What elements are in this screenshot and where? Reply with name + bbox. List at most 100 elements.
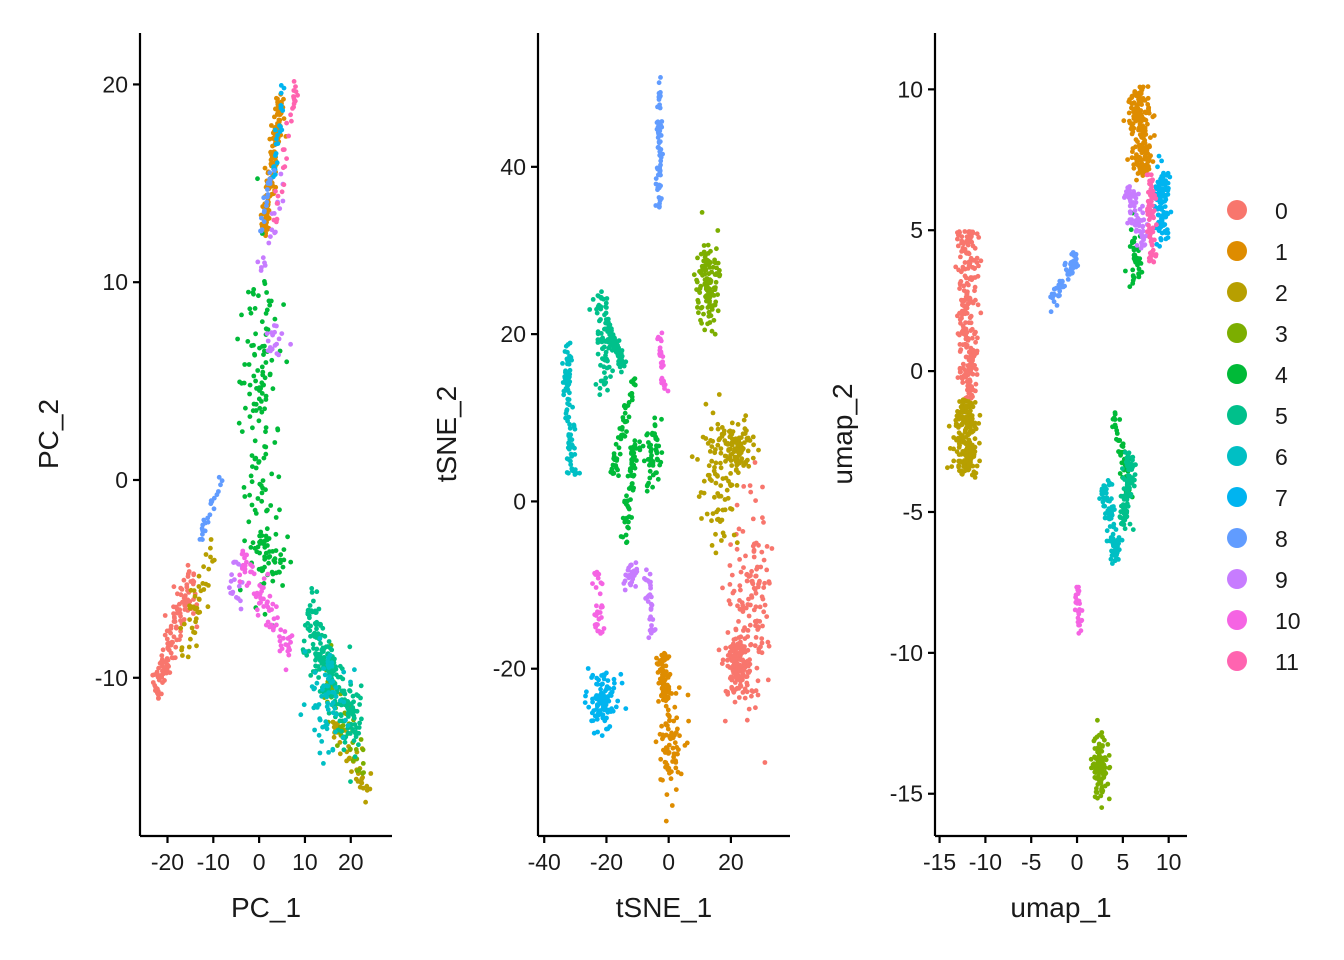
- data-point: [719, 517, 725, 523]
- data-point: [1147, 226, 1152, 231]
- data-point: [196, 573, 202, 579]
- data-point: [955, 230, 960, 236]
- data-point: [150, 680, 156, 685]
- data-point: [752, 460, 758, 465]
- data-point: [612, 680, 617, 686]
- data-point: [966, 251, 972, 257]
- data-point: [737, 606, 743, 612]
- pca-cluster-2: [178, 537, 374, 805]
- data-point: [247, 414, 253, 419]
- data-point: [973, 339, 978, 345]
- data-point: [1129, 217, 1134, 223]
- data-point: [665, 388, 671, 394]
- data-point: [160, 680, 165, 685]
- data-point: [739, 456, 745, 462]
- data-point: [242, 494, 248, 499]
- data-point: [663, 722, 669, 728]
- data-point: [262, 611, 268, 617]
- data-point: [273, 184, 279, 190]
- data-point: [1131, 165, 1137, 171]
- data-point: [735, 645, 740, 651]
- legend-item: 1: [1227, 239, 1288, 265]
- data-point: [353, 747, 359, 752]
- data-point: [173, 604, 179, 610]
- data-point: [1134, 177, 1139, 183]
- data-point: [267, 302, 273, 308]
- tsne-cluster-7: [582, 666, 629, 738]
- data-point: [276, 336, 282, 342]
- data-point: [1133, 229, 1139, 234]
- data-point: [198, 588, 204, 594]
- data-point: [164, 667, 170, 673]
- data-point: [964, 405, 969, 411]
- data-point: [738, 639, 743, 645]
- data-point: [972, 266, 977, 271]
- data-point: [1133, 212, 1139, 218]
- data-point: [955, 243, 961, 249]
- data-point: [1136, 266, 1142, 272]
- data-point: [249, 479, 255, 485]
- data-point: [753, 604, 759, 610]
- data-point: [1101, 503, 1107, 509]
- data-point: [263, 360, 269, 365]
- data-point: [1118, 521, 1124, 527]
- data-point: [590, 696, 595, 702]
- data-point: [660, 697, 666, 703]
- data-point: [753, 540, 759, 546]
- data-point: [1117, 471, 1123, 476]
- data-point: [318, 641, 323, 646]
- data-point: [644, 567, 649, 573]
- data-point: [657, 168, 663, 174]
- data-point: [208, 554, 213, 560]
- data-point: [602, 338, 608, 344]
- data-point: [738, 678, 743, 684]
- data-point: [260, 204, 266, 209]
- data-point: [712, 465, 717, 470]
- data-point: [326, 750, 331, 755]
- data-point: [1134, 152, 1139, 158]
- data-point: [1150, 247, 1156, 253]
- data-point: [715, 426, 721, 432]
- pca-points: [150, 79, 374, 805]
- data-point: [669, 769, 674, 775]
- legend-item: 11: [1227, 649, 1299, 675]
- data-point: [737, 460, 742, 466]
- legend-label: 8: [1275, 526, 1288, 552]
- data-point: [166, 646, 171, 652]
- data-point: [355, 779, 361, 784]
- data-point: [1100, 499, 1106, 505]
- data-point: [653, 739, 659, 745]
- umap-y-tick-label: -5: [903, 499, 923, 525]
- data-point: [1149, 253, 1154, 259]
- data-point: [620, 432, 626, 438]
- data-point: [179, 645, 185, 650]
- umap-cluster-8: [1048, 250, 1081, 315]
- data-point: [661, 363, 666, 368]
- data-point: [744, 717, 750, 723]
- data-point: [267, 593, 273, 599]
- data-point: [343, 717, 348, 723]
- data-point: [1133, 93, 1139, 99]
- data-point: [266, 555, 272, 560]
- data-point: [712, 450, 718, 456]
- data-point: [242, 362, 248, 367]
- data-point: [314, 589, 320, 595]
- data-point: [208, 545, 213, 551]
- data-point: [230, 589, 236, 595]
- data-point: [1157, 200, 1163, 205]
- data-point: [255, 544, 261, 550]
- data-point: [1134, 159, 1140, 164]
- data-point: [647, 592, 653, 598]
- data-point: [235, 336, 241, 342]
- data-point: [1109, 511, 1115, 517]
- data-point: [200, 537, 205, 542]
- umap-y-tick-label: 5: [910, 217, 923, 243]
- data-point: [319, 739, 325, 744]
- data-point: [715, 517, 720, 522]
- data-point: [277, 123, 282, 129]
- data-point: [698, 305, 704, 311]
- data-point: [273, 188, 278, 194]
- pca-y-axis-title: PC_2: [33, 399, 64, 469]
- data-point: [961, 297, 966, 303]
- data-point: [678, 771, 684, 777]
